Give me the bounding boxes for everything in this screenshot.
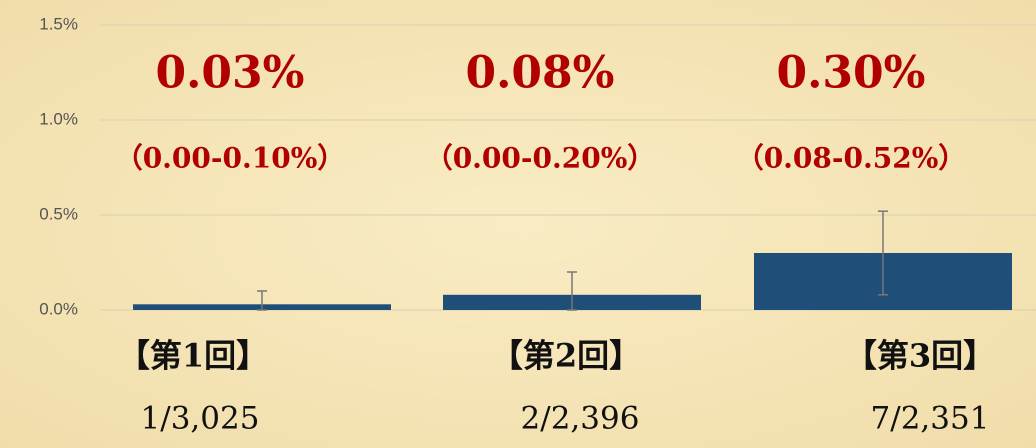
value-label: 0.08% [466, 48, 615, 99]
interval-label: （0.00-0.10%） [115, 142, 346, 175]
interval-label: （0.08-0.52%） [736, 142, 967, 175]
y-tick-label: 1.0% [39, 109, 78, 128]
y-tick-label: 1.5% [39, 14, 78, 33]
value-label: 0.30% [777, 48, 926, 99]
value-label: 0.03% [156, 48, 305, 99]
count-label: 2/2,396 [521, 401, 640, 437]
y-tick-label: 0.5% [39, 204, 78, 223]
count-label: 7/2,351 [871, 401, 990, 437]
y-tick-label: 0.0% [39, 299, 78, 318]
x-tick-label: 【第3回】 [845, 337, 995, 375]
count-label: 1/3,025 [141, 401, 260, 437]
x-tick-label: 【第2回】 [491, 337, 641, 375]
interval-label: （0.00-0.20%） [425, 142, 656, 175]
x-tick-label: 【第1回】 [118, 337, 268, 375]
